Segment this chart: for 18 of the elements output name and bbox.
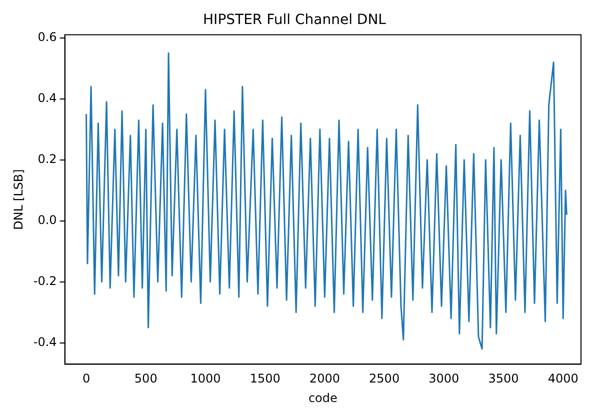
y-axis-title: DNL [LSB] [11, 169, 26, 230]
x-tick-label: 2500 [369, 372, 400, 386]
x-tick-label: 1000 [190, 372, 221, 386]
y-tick-label: 0.2 [38, 152, 57, 166]
x-tick-label: 3000 [428, 372, 460, 386]
x-tick-label: 2000 [309, 372, 340, 386]
y-tick-label: 0.6 [38, 30, 57, 44]
x-tick-label: 500 [134, 372, 158, 386]
x-tick-label: 4000 [548, 372, 578, 386]
x-tick-label: 3500 [488, 372, 519, 386]
y-tick-label: 0.0 [38, 212, 57, 227]
x-axis-title: code [308, 390, 338, 405]
chart-title: HIPSTER Full Channel DNL [203, 12, 386, 28]
x-tick-label: 0 [82, 372, 90, 386]
x-tick-label: 1500 [250, 372, 280, 386]
y-tick-label: -0.2 [33, 274, 57, 288]
y-tick-label: 0.4 [38, 90, 57, 105]
y-tick-label: -0.4 [33, 334, 57, 349]
